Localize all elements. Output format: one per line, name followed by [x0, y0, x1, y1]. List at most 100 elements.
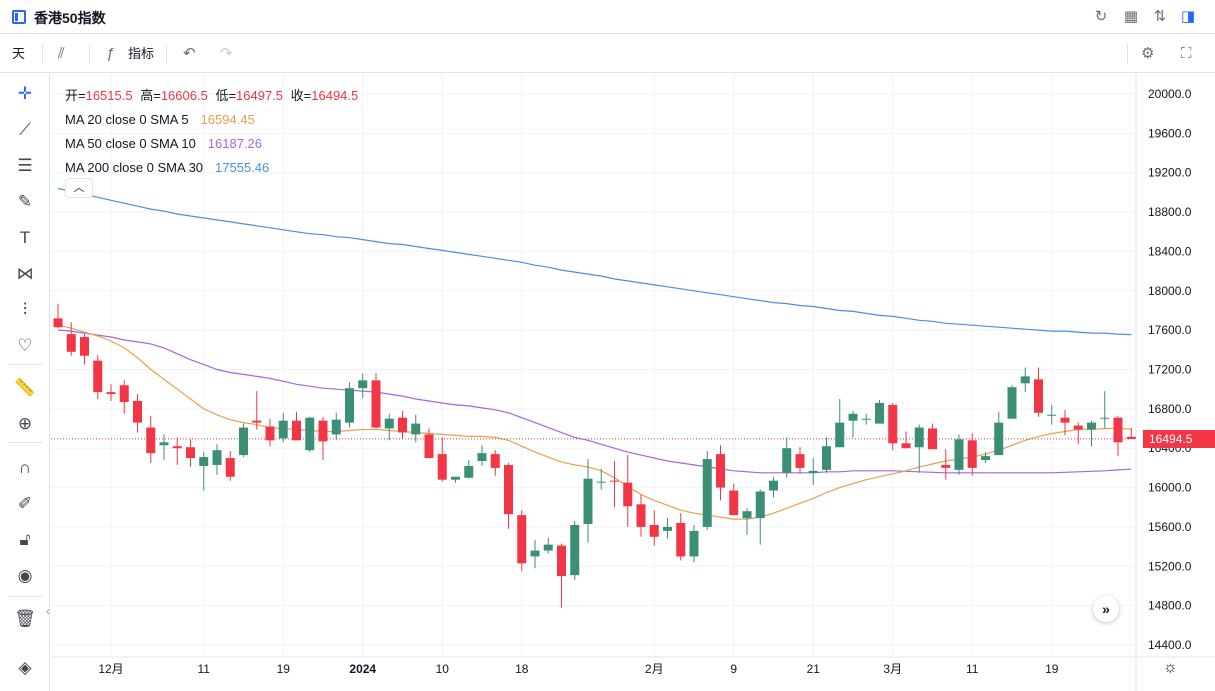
settings-icon[interactable]: ⚙: [1141, 45, 1155, 62]
candle-body: [318, 420, 328, 442]
lock-draw-icon[interactable]: ✐: [17, 494, 33, 513]
y-tick-label: 15600.0: [1148, 520, 1192, 534]
tool-divider: [8, 596, 42, 597]
candle-body: [570, 524, 580, 576]
eye-icon[interactable]: ◉: [17, 566, 33, 585]
chart-area[interactable]: 20000.0 19600.0 19200.0 18800.0 18400.0 18000…: [51, 74, 1215, 691]
fib-icon[interactable]: ☰: [17, 156, 33, 175]
crosshair-icon[interactable]: ✛: [17, 84, 33, 103]
heart-icon[interactable]: ♡: [17, 336, 33, 355]
undo-icon[interactable]: ↶: [183, 45, 196, 62]
candle-body: [437, 454, 447, 480]
x-tick-label: 11: [198, 662, 211, 676]
zoom-icon[interactable]: ⊕: [17, 414, 33, 433]
candle-body: [676, 522, 686, 557]
candle-body: [1087, 422, 1096, 430]
candle-body: [663, 526, 672, 531]
candle-body: [398, 417, 407, 433]
lock-icon[interactable]: 🔓︎: [19, 530, 31, 549]
fullscreen-icon[interactable]: ⛶: [1181, 45, 1192, 62]
candle-body: [292, 420, 301, 441]
toolbar-divider: [42, 44, 43, 64]
candle-body: [384, 418, 394, 429]
candle-body: [861, 418, 871, 420]
candle-body: [212, 450, 222, 465]
candle-body: [1007, 387, 1017, 419]
text-icon[interactable]: T: [19, 228, 31, 247]
candle-body: [424, 434, 434, 459]
trash-icon[interactable]: 🗑︎: [14, 609, 36, 628]
axis-settings-icon[interactable]: ☼: [1163, 659, 1178, 676]
high-label: 高=: [140, 88, 161, 103]
candles-icon[interactable]: ⫽: [58, 45, 65, 62]
layout-icon[interactable]: ▦: [1123, 8, 1139, 25]
candle-body: [808, 470, 818, 473]
collapse-arrow-icon[interactable]: ‹: [46, 604, 50, 618]
candle-body: [822, 446, 831, 470]
y-tick-label: 19200.0: [1148, 166, 1192, 180]
toolbar-divider: [166, 44, 167, 64]
candle-body: [80, 337, 89, 356]
y-tick-label: 17200.0: [1148, 363, 1192, 377]
refresh-icon[interactable]: ↻: [1094, 8, 1108, 25]
tool-divider: [8, 364, 42, 365]
candle-body: [1034, 379, 1043, 413]
candle-body: [623, 482, 633, 507]
candle-body: [848, 413, 858, 421]
trendline-icon[interactable]: ⟋: [19, 120, 31, 139]
candle-body: [888, 404, 898, 444]
candle-body: [795, 454, 805, 468]
close-value: 16494.5: [311, 88, 359, 103]
candle-body: [133, 400, 142, 423]
panel-icon[interactable]: ◨: [1180, 8, 1196, 25]
title-bar: 香港50指数 ↻ ▦ ⇅ ◨: [0, 0, 1215, 34]
redo-icon[interactable]: ↷: [220, 45, 233, 62]
sidebar-icon[interactable]: [12, 10, 26, 24]
candle-body: [941, 464, 951, 468]
interval-button[interactable]: 天: [12, 46, 26, 61]
indicators-button[interactable]: 指标: [128, 46, 155, 61]
fx-icon[interactable]: ƒ: [106, 45, 115, 62]
ohlc-row: 开=16515.5 高=16606.5 低=16497.5 收=16494.5: [65, 84, 358, 108]
magnet-icon[interactable]: ∩: [18, 458, 32, 477]
x-tick-label: 2024: [349, 662, 376, 676]
ruler-icon[interactable]: 📏: [14, 378, 36, 397]
candle-body: [954, 439, 964, 470]
candle-body: [769, 480, 778, 491]
x-tick-label: 18: [515, 662, 529, 676]
ma20-name: MA 20 close 0 SMA 5: [65, 112, 189, 127]
candle-body: [451, 476, 460, 480]
candle-body: [1126, 436, 1136, 439]
candle-body: [610, 480, 619, 482]
x-tick-label: 2月: [645, 662, 664, 676]
ma50-row[interactable]: MA 50 close 0 SMA 10 16187.26: [65, 132, 358, 156]
candle-body: [411, 423, 421, 435]
candle-body: [1113, 417, 1123, 443]
brush-icon[interactable]: ✎: [17, 192, 33, 211]
candle-body: [914, 427, 924, 448]
forecast-icon[interactable]: ⫶: [22, 300, 28, 319]
ma20-row[interactable]: MA 20 close 0 SMA 5 16594.45: [65, 108, 358, 132]
candle-body: [358, 380, 368, 389]
sort-icon[interactable]: ⇅: [1153, 8, 1167, 25]
candle-body: [490, 454, 500, 468]
x-tick-label: 19: [1045, 662, 1059, 676]
scroll-to-realtime-button[interactable]: »: [1093, 596, 1119, 622]
candle-body: [1060, 417, 1070, 423]
candle-body: [278, 420, 288, 439]
pattern-icon[interactable]: ⋈: [16, 264, 34, 283]
candle-body: [186, 447, 195, 459]
low-label: 低=: [215, 88, 237, 103]
y-tick-label: 14800.0: [1148, 599, 1192, 613]
layers-icon[interactable]: ◈: [18, 658, 32, 677]
candle-body: [517, 515, 527, 564]
x-tick-label: 21: [807, 662, 821, 676]
ma50-name: MA 50 close 0 SMA 10: [65, 136, 196, 151]
candle-body: [199, 457, 209, 466]
candle-body: [596, 481, 606, 483]
ma200-row[interactable]: MA 200 close 0 SMA 30 17555.46: [65, 156, 358, 180]
legend-collapse-button[interactable]: ︿: [65, 178, 93, 198]
candle-body: [530, 550, 540, 557]
candlestick-chart[interactable]: 20000.0 19600.0 19200.0 18800.0 18400.0 18000…: [51, 74, 1215, 691]
ma20-line: [57, 324, 1132, 520]
